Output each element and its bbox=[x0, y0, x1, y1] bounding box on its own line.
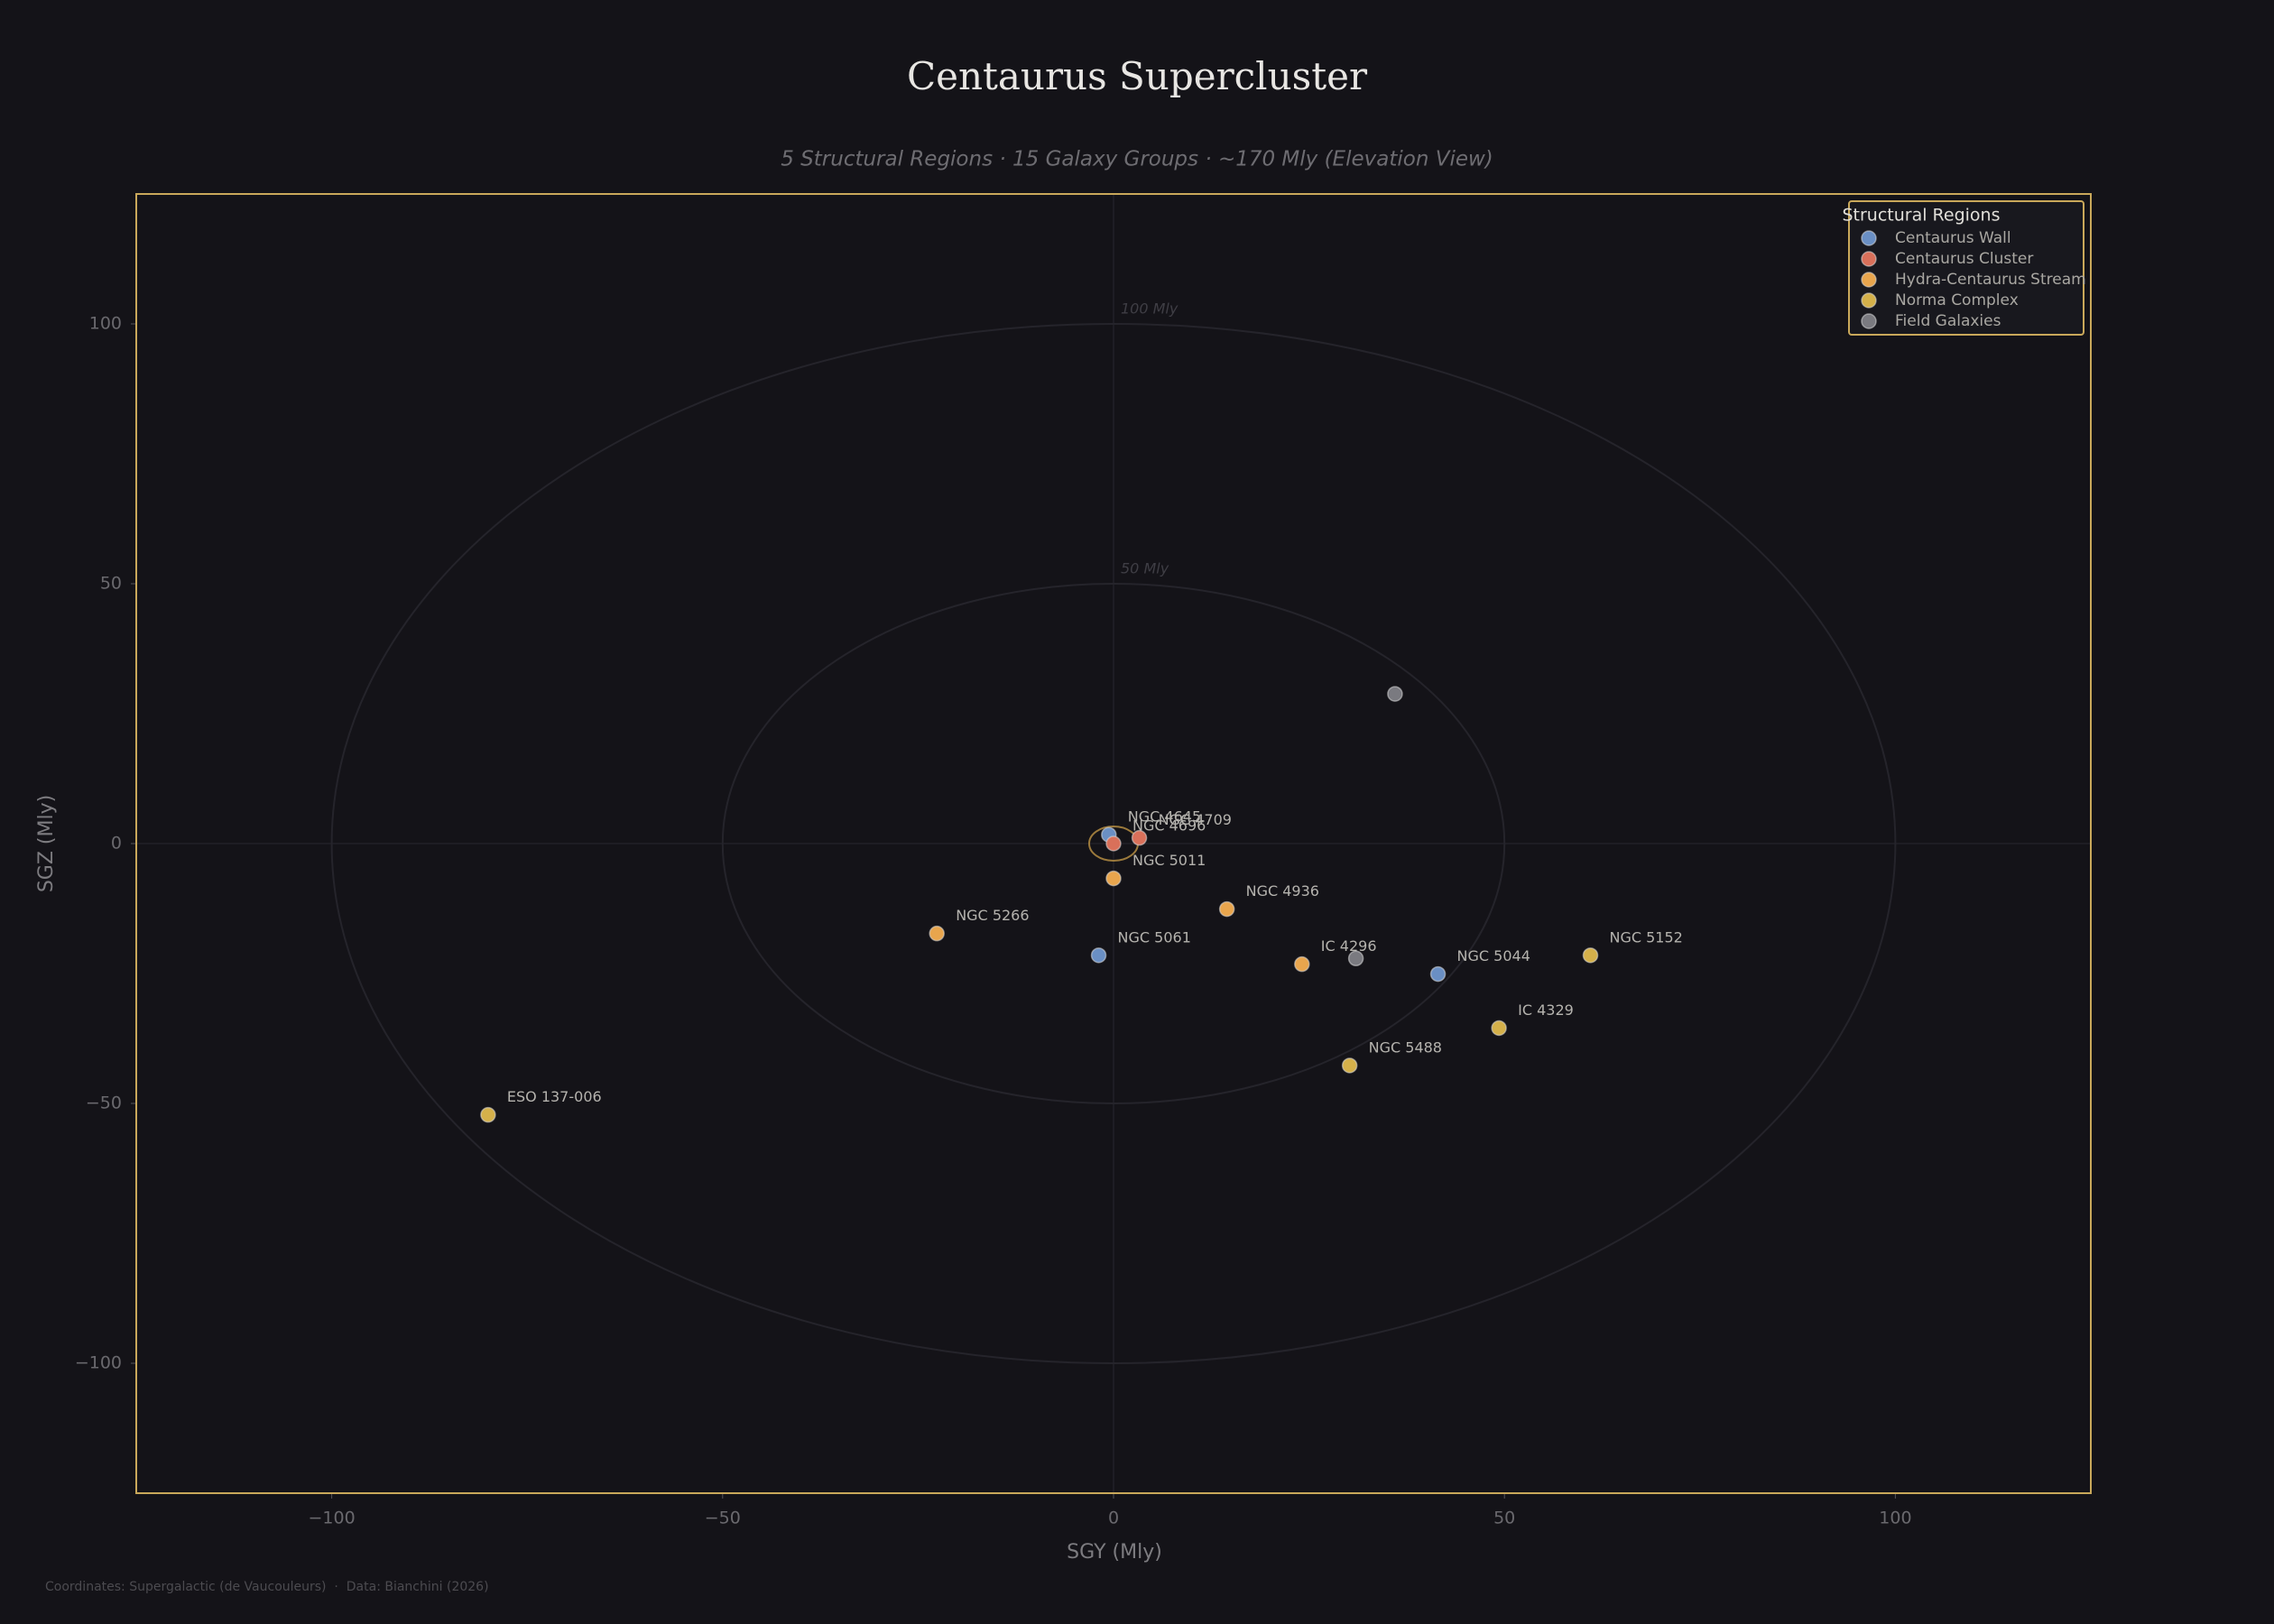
y-tick-label: −100 bbox=[75, 1353, 122, 1373]
distance-ring bbox=[330, 323, 1897, 1364]
galaxy-label: NGC 4696 bbox=[1132, 817, 1206, 835]
galaxy-point bbox=[480, 1106, 496, 1123]
ring-label: 100 Mly bbox=[1121, 300, 1179, 318]
legend-label: Field Galaxies bbox=[1895, 312, 2001, 330]
legend-label: Centaurus Cluster bbox=[1895, 250, 2033, 268]
galaxy-point bbox=[1218, 900, 1235, 918]
plot-frame bbox=[135, 193, 2092, 1494]
y-tick-label: 50 bbox=[100, 574, 122, 594]
galaxy-point bbox=[1429, 965, 1447, 983]
galaxy-label: NGC 5061 bbox=[1118, 928, 1191, 946]
legend-label: Centaurus Wall bbox=[1895, 229, 2011, 247]
galaxy-label: IC 4296 bbox=[1321, 937, 1377, 955]
x-tick-label: −50 bbox=[705, 1509, 741, 1528]
galaxy-point bbox=[1582, 947, 1599, 964]
y-tick-label: 100 bbox=[89, 314, 122, 334]
galaxy-point bbox=[1105, 870, 1122, 887]
galaxy-label: NGC 4645 bbox=[1128, 808, 1201, 826]
galaxy-point bbox=[1090, 947, 1107, 964]
legend-marker bbox=[1861, 292, 1877, 309]
galaxy-label: NGC 5152 bbox=[1610, 928, 1683, 946]
x-axis-label: SGY (Mly) bbox=[1067, 1541, 1162, 1564]
galaxy-point bbox=[1347, 950, 1364, 967]
y-axis-label: SGZ (Mly) bbox=[35, 795, 58, 892]
galaxy-label: NGC 4936 bbox=[1246, 882, 1319, 900]
legend-marker bbox=[1861, 251, 1877, 267]
galaxy-point bbox=[1491, 1020, 1507, 1037]
galaxy-point bbox=[1105, 835, 1122, 852]
x-tick-label: 0 bbox=[1108, 1509, 1119, 1528]
chart-subtitle: 5 Structural Regions · 15 Galaxy Groups … bbox=[781, 148, 1493, 171]
x-tick-label: −100 bbox=[309, 1509, 356, 1528]
legend-box bbox=[1848, 200, 2084, 336]
legend-marker bbox=[1861, 272, 1877, 288]
legend-marker bbox=[1861, 230, 1877, 246]
legend-marker bbox=[1861, 313, 1877, 329]
x-tick-label: 100 bbox=[1879, 1509, 1911, 1528]
x-tick-label: 50 bbox=[1493, 1509, 1515, 1528]
galaxy-point bbox=[1341, 1057, 1358, 1074]
galaxy-label: NGC 5011 bbox=[1132, 852, 1206, 869]
y-tick-label: 0 bbox=[111, 834, 122, 854]
galaxy-point bbox=[1294, 955, 1310, 973]
chart-title: Centaurus Supercluster bbox=[907, 54, 1368, 98]
ring-label: 50 Mly bbox=[1121, 560, 1169, 577]
legend-label: Norma Complex bbox=[1895, 291, 2019, 309]
galaxy-label: NGC 5488 bbox=[1369, 1038, 1442, 1056]
galaxy-label: ESO 137-006 bbox=[507, 1088, 602, 1105]
y-tick-label: −50 bbox=[86, 1093, 122, 1113]
galaxy-point bbox=[929, 925, 945, 942]
legend-label: Hydra-Centaurus Stream bbox=[1895, 271, 2086, 289]
galaxy-point bbox=[1387, 686, 1403, 702]
galaxy-label: IC 4329 bbox=[1518, 1001, 1574, 1019]
galaxy-label: NGC 5266 bbox=[956, 907, 1029, 924]
legend-title: Structural Regions bbox=[1842, 206, 2000, 226]
galaxy-label: NGC 5044 bbox=[1457, 947, 1530, 964]
galaxy-point bbox=[1131, 829, 1148, 846]
galaxy-label: NGC 4709 bbox=[1159, 811, 1232, 828]
footer: Coordinates: Supergalactic (de Vaucouleu… bbox=[45, 1580, 489, 1594]
distance-ring bbox=[721, 583, 1506, 1104]
